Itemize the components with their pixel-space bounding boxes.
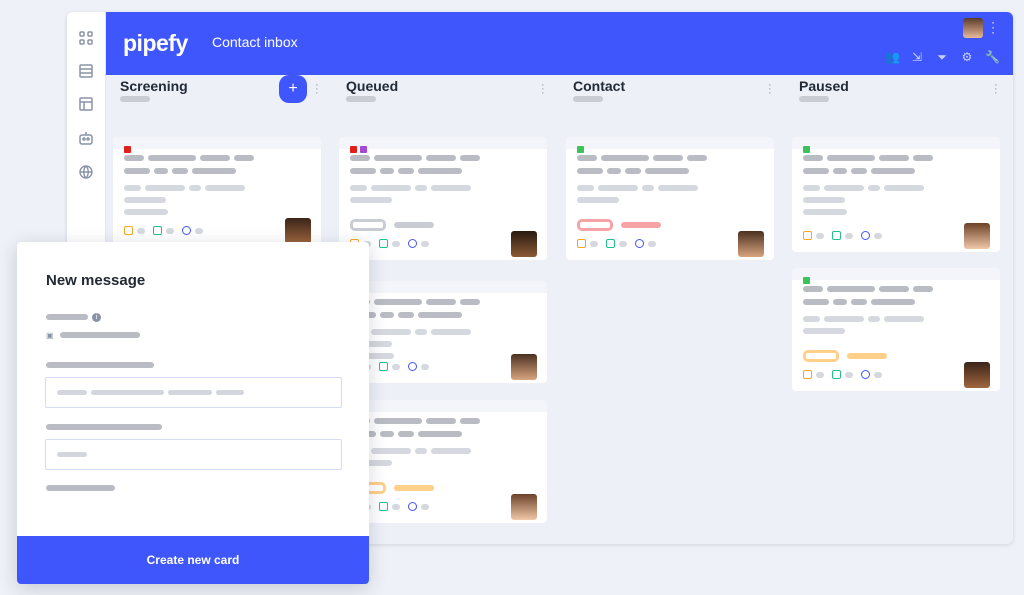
card[interactable] [113, 137, 321, 247]
column-menu-icon[interactable]: · · · [315, 79, 319, 99]
card[interactable] [792, 137, 1000, 252]
column-title: Screening [120, 78, 188, 94]
import-icon[interactable]: ⇲ [911, 50, 923, 64]
sync-icon [408, 362, 417, 371]
create-card-button[interactable]: Create new card [17, 536, 369, 584]
checklist-icon [379, 239, 388, 248]
field-label [46, 424, 162, 430]
label-tag [577, 146, 584, 153]
link-placeholder[interactable] [60, 332, 140, 338]
column-title: Queued [346, 78, 399, 94]
checklist-icon [832, 231, 841, 240]
column-title: Paused [799, 78, 849, 94]
assignee-avatar[interactable] [511, 494, 537, 520]
members-icon[interactable]: 👥 [885, 50, 900, 64]
due-date-icon [803, 370, 812, 379]
status-pill [350, 219, 386, 231]
globe-icon[interactable] [78, 164, 94, 180]
modal-title: New message [46, 272, 146, 289]
sync-icon [408, 502, 417, 511]
column-count [573, 96, 603, 102]
label-tag [360, 146, 367, 153]
text-input[interactable] [45, 377, 342, 408]
field-label [46, 362, 154, 368]
layout-icon[interactable] [78, 96, 94, 112]
image-icon: ▣ [46, 331, 54, 340]
sync-icon [182, 226, 191, 235]
status-pill [577, 219, 613, 231]
user-avatar[interactable] [963, 18, 983, 38]
bot-icon[interactable] [78, 130, 94, 146]
assignee-avatar[interactable] [511, 354, 537, 380]
label-tag [350, 146, 357, 153]
assignee-avatar[interactable] [964, 223, 990, 249]
header: pipefy Contact inbox · · · 👥 ⇲ ⏷ ⚙ 🔧 [106, 12, 1013, 75]
sync-icon [861, 231, 870, 240]
column-menu-icon[interactable]: · · · [994, 79, 998, 99]
label-tag [124, 146, 131, 153]
checklist-icon [606, 239, 615, 248]
column-count [346, 96, 376, 102]
assignee-avatar[interactable] [964, 362, 990, 388]
checklist-icon [832, 370, 841, 379]
checklist-icon [379, 502, 388, 511]
card[interactable] [792, 268, 1000, 391]
label-tag [803, 146, 810, 153]
due-date-icon [577, 239, 586, 248]
pipe-title: Contact inbox [212, 34, 298, 50]
checklist-icon [379, 362, 388, 371]
card[interactable] [339, 137, 547, 260]
database-icon[interactable] [78, 63, 94, 79]
apps-icon[interactable] [78, 30, 94, 46]
card[interactable] [339, 281, 547, 383]
field-label [46, 314, 88, 320]
pipefy-logo[interactable]: pipefy [123, 30, 188, 56]
column-count [799, 96, 829, 102]
label-tag [803, 277, 810, 284]
card[interactable] [339, 400, 547, 523]
column-title: Contact [573, 78, 626, 94]
sync-icon [408, 239, 417, 248]
checklist-icon [153, 226, 162, 235]
status-pill [803, 350, 839, 362]
column-menu-icon[interactable]: · · · [768, 79, 772, 99]
wrench-icon[interactable]: 🔧 [985, 50, 1000, 64]
more-icon[interactable]: · · · [991, 15, 995, 39]
assignee-avatar[interactable] [738, 231, 764, 257]
new-message-modal: New message i ▣ Create new card [17, 242, 369, 584]
link-placeholder[interactable] [46, 485, 115, 491]
sync-icon [635, 239, 644, 248]
filter-icon[interactable]: ⏷ [937, 50, 947, 64]
due-date-icon [124, 226, 133, 235]
assignee-avatar[interactable] [511, 231, 537, 257]
settings-icon[interactable]: ⚙ [961, 50, 973, 64]
due-date-icon [803, 231, 812, 240]
info-icon[interactable]: i [92, 313, 101, 322]
column-count [120, 96, 150, 102]
assignee-avatar[interactable] [285, 218, 311, 244]
sync-icon [861, 370, 870, 379]
add-card-button[interactable]: + [279, 75, 307, 103]
card[interactable] [566, 137, 774, 260]
text-input[interactable] [45, 439, 342, 470]
column-menu-icon[interactable]: · · · [541, 79, 545, 99]
